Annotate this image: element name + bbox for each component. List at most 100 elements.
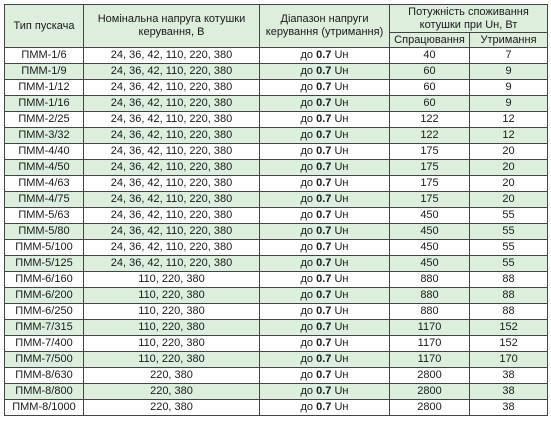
cell-pickup: 60 <box>389 63 470 80</box>
table-header: Тип пускача Номінальна напруга котушки к… <box>4 4 549 48</box>
range-unit: Uн <box>334 353 349 365</box>
cell-voltage: 24, 36, 42, 110, 220, 380 <box>83 207 260 224</box>
cell-voltage: 110, 220, 380 <box>83 335 260 352</box>
range-unit: Uн <box>334 257 349 269</box>
cell-voltage: 220, 380 <box>83 367 260 384</box>
cell-range: до 0.7 Uн <box>259 335 390 352</box>
table-row: ПММ-6/250 110, 220, 380 до 0.7 Uн 880 88 <box>4 303 549 320</box>
range-prefix: до <box>300 305 314 317</box>
range-value: 0.7 <box>316 321 332 333</box>
cell-hold: 20 <box>468 143 549 160</box>
cell-voltage: 24, 36, 42, 110, 220, 380 <box>83 79 260 96</box>
range-unit: Uн <box>334 225 349 237</box>
cell-range: до 0.7 Uн <box>259 207 390 224</box>
cell-range: до 0.7 Uн <box>259 239 390 256</box>
cell-pickup: 122 <box>389 127 470 144</box>
cell-type: ПММ-8/1000 <box>4 399 84 416</box>
range-prefix: до <box>300 353 314 365</box>
cell-hold: 12 <box>468 127 549 144</box>
header-range: Діапазон напруги керування (утримання) <box>259 4 390 48</box>
cell-hold: 88 <box>468 287 549 304</box>
cell-pickup: 880 <box>389 287 470 304</box>
cell-type: ПММ-2/25 <box>4 111 84 128</box>
header-voltage: Номінальна напруга котушки керування, В <box>83 4 260 48</box>
range-value: 0.7 <box>316 273 332 285</box>
range-prefix: до <box>300 129 314 141</box>
cell-pickup: 450 <box>389 239 470 256</box>
cell-pickup: 175 <box>389 175 470 192</box>
range-prefix: до <box>300 113 314 125</box>
cell-pickup: 40 <box>389 47 470 64</box>
cell-hold: 55 <box>468 223 549 240</box>
cell-type: ПММ-1/9 <box>4 63 84 80</box>
cell-type: ПММ-8/800 <box>4 383 84 400</box>
table-row: ПММ-2/25 24, 36, 42, 110, 220, 380 до 0.7 … <box>4 111 549 128</box>
range-prefix: до <box>300 337 314 349</box>
range-value: 0.7 <box>316 209 332 221</box>
table-row: ПММ-8/1000 220, 380 до 0.7 Uн 2800 38 <box>4 399 549 416</box>
cell-hold: 7 <box>468 47 549 64</box>
cell-type: ПММ-5/125 <box>4 255 84 272</box>
cell-hold: 20 <box>468 159 549 176</box>
cell-voltage: 220, 380 <box>83 383 260 400</box>
cell-range: до 0.7 Uн <box>259 111 390 128</box>
cell-pickup: 450 <box>389 223 470 240</box>
table-row: ПММ-7/500 110, 220, 380 до 0.7 Uн 1170 170 <box>4 351 549 368</box>
cell-range: до 0.7 Uн <box>259 319 390 336</box>
cell-hold: 170 <box>468 351 549 368</box>
cell-range: до 0.7 Uн <box>259 127 390 144</box>
table-row: ПММ-8/800 220, 380 до 0.7 Uн 2800 38 <box>4 383 549 400</box>
range-value: 0.7 <box>316 353 332 365</box>
range-value: 0.7 <box>316 241 332 253</box>
cell-hold: 152 <box>468 319 549 336</box>
cell-pickup: 175 <box>389 191 470 208</box>
range-prefix: до <box>300 65 314 77</box>
cell-range: до 0.7 Uн <box>259 191 390 208</box>
cell-type: ПММ-1/6 <box>4 47 84 64</box>
range-value: 0.7 <box>316 401 332 413</box>
range-unit: Uн <box>334 337 349 349</box>
range-value: 0.7 <box>316 97 332 109</box>
cell-range: до 0.7 Uн <box>259 287 390 304</box>
cell-range: до 0.7 Uн <box>259 95 390 112</box>
cell-hold: 20 <box>468 191 549 208</box>
range-prefix: до <box>300 369 314 381</box>
cell-voltage: 24, 36, 42, 110, 220, 380 <box>83 47 260 64</box>
range-unit: Uн <box>334 113 349 125</box>
range-unit: Uн <box>334 305 349 317</box>
cell-type: ПММ-5/63 <box>4 207 84 224</box>
range-prefix: до <box>300 145 314 157</box>
range-unit: Uн <box>334 321 349 333</box>
cell-voltage: 110, 220, 380 <box>83 303 260 320</box>
range-unit: Uн <box>334 65 349 77</box>
cell-voltage: 24, 36, 42, 110, 220, 380 <box>83 63 260 80</box>
cell-type: ПММ-6/200 <box>4 287 84 304</box>
cell-voltage: 110, 220, 380 <box>83 351 260 368</box>
table-row: ПММ-5/125 24, 36, 42, 110, 220, 380 до 0.7… <box>4 255 549 272</box>
range-prefix: до <box>300 225 314 237</box>
cell-pickup: 175 <box>389 143 470 160</box>
cell-type: ПММ-7/500 <box>4 351 84 368</box>
range-prefix: до <box>300 241 314 253</box>
cell-type: ПММ-4/75 <box>4 191 84 208</box>
cell-pickup: 450 <box>389 207 470 224</box>
cell-hold: 9 <box>468 63 549 80</box>
range-prefix: до <box>300 257 314 269</box>
range-prefix: до <box>300 209 314 221</box>
cell-voltage: 24, 36, 42, 110, 220, 380 <box>83 159 260 176</box>
cell-range: до 0.7 Uн <box>259 351 390 368</box>
table-row: ПММ-3/32 24, 36, 42, 110, 220, 380 до 0.7 … <box>4 127 549 144</box>
table-row: ПММ-8/630 220, 380 до 0.7 Uн 2800 38 <box>4 367 549 384</box>
cell-type: ПММ-7/400 <box>4 335 84 352</box>
range-value: 0.7 <box>316 177 332 189</box>
range-value: 0.7 <box>316 385 332 397</box>
range-unit: Uн <box>334 145 349 157</box>
range-prefix: до <box>300 273 314 285</box>
cell-voltage: 24, 36, 42, 110, 220, 380 <box>83 175 260 192</box>
range-prefix: до <box>300 193 314 205</box>
cell-pickup: 1170 <box>389 351 470 368</box>
range-unit: Uн <box>334 289 349 301</box>
cell-hold: 38 <box>468 383 549 400</box>
cell-type: ПММ-6/250 <box>4 303 84 320</box>
cell-hold: 38 <box>468 367 549 384</box>
